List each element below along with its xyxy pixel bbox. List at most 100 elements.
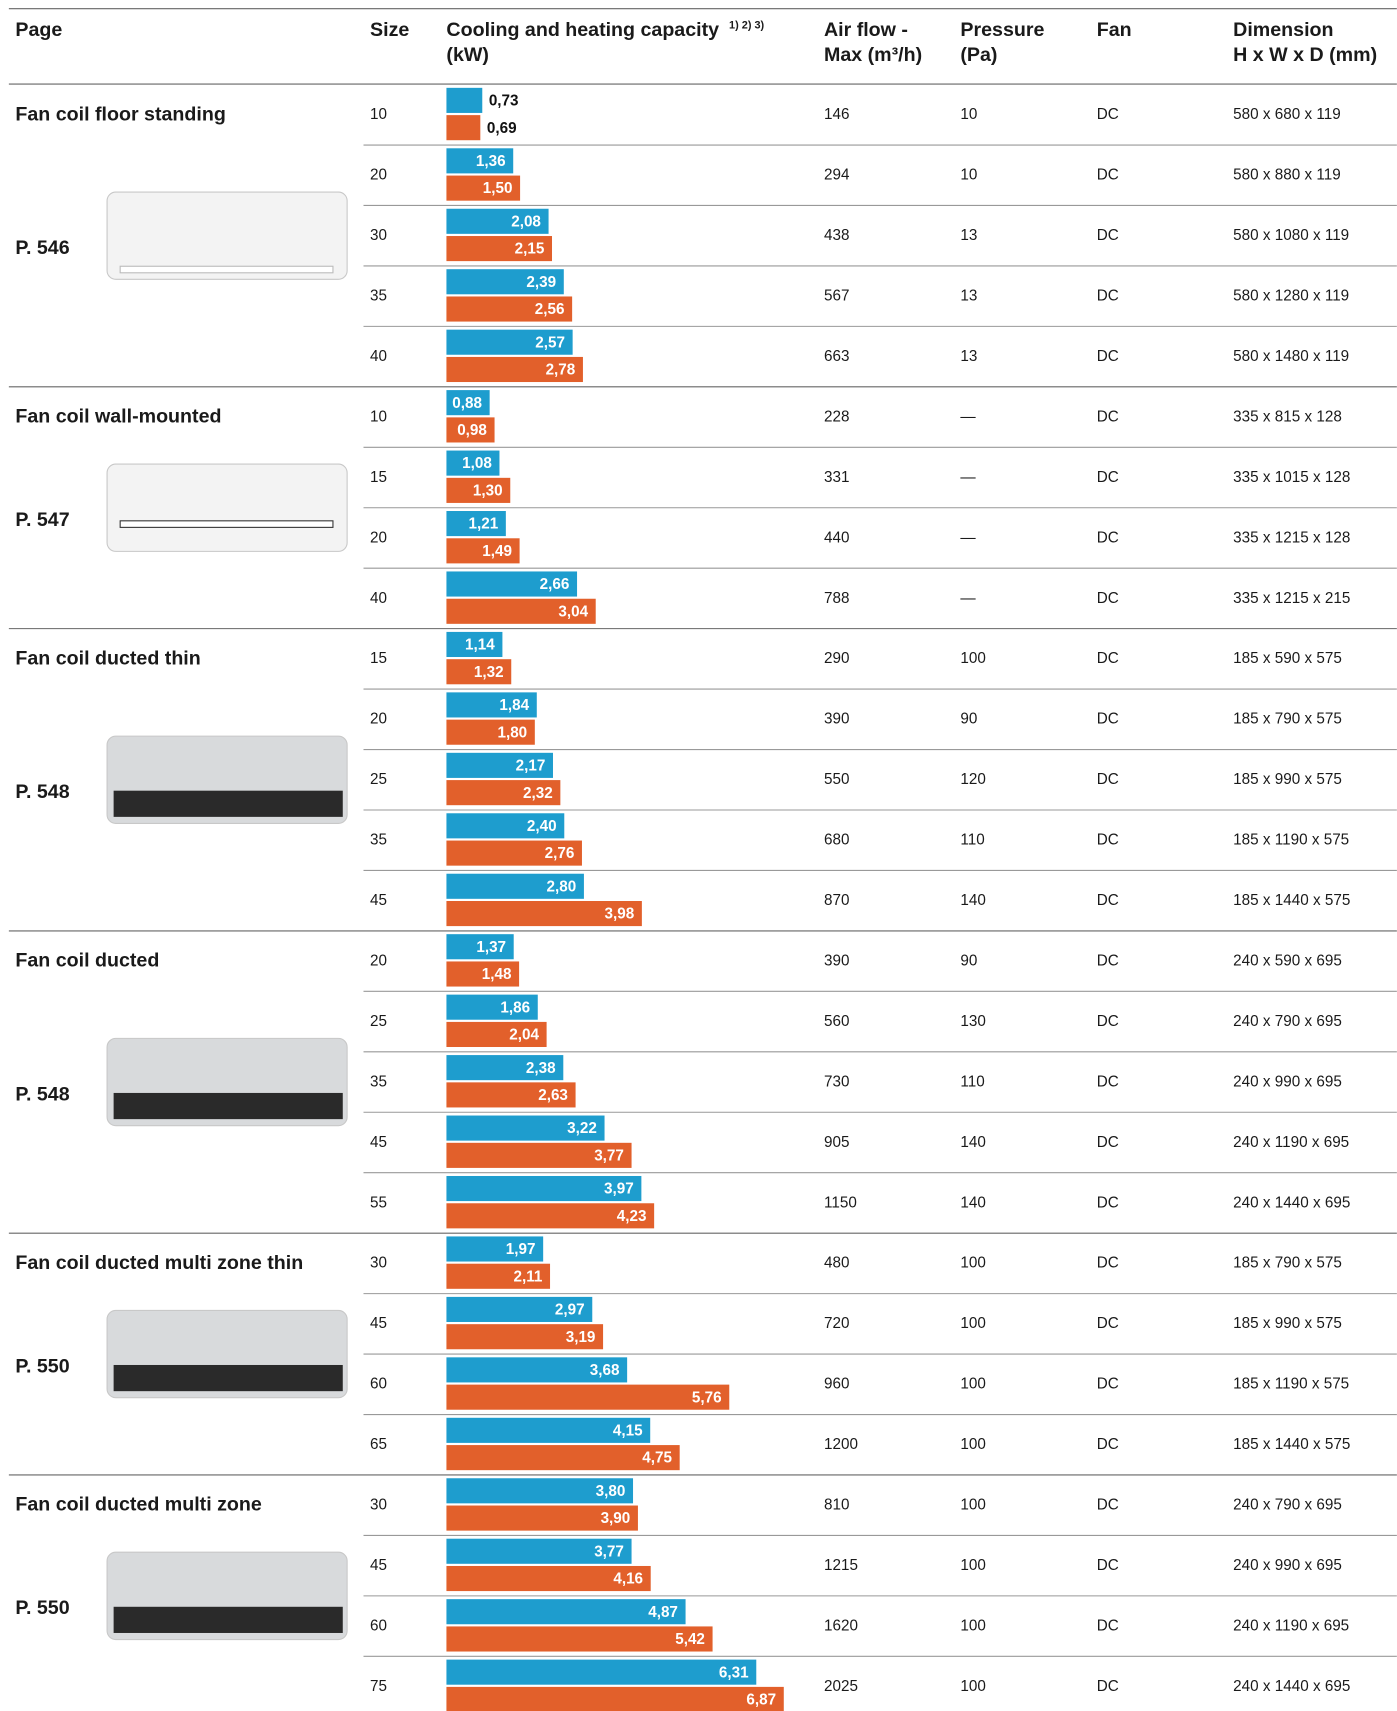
cooling-bar — [446, 450, 500, 476]
page-ref: P. 548 — [15, 781, 69, 803]
pressure: 140 — [960, 1134, 985, 1151]
cooling-label: 3,77 — [594, 1543, 624, 1560]
pressure: — — [960, 408, 976, 425]
heating-label: 3,04 — [558, 603, 588, 620]
heating-bar — [446, 417, 495, 443]
airflow: 390 — [824, 952, 849, 969]
group-name: Fan coil ducted multi zone — [15, 1494, 262, 1516]
airflow: 870 — [824, 892, 849, 909]
cooling-label: 1,08 — [462, 455, 492, 472]
cooling-label: 2,80 — [547, 878, 577, 895]
size: 45 — [370, 1315, 387, 1332]
airflow: 294 — [824, 167, 850, 184]
heating-bar — [446, 1505, 638, 1531]
dimension: 240 x 990 x 695 — [1233, 1557, 1342, 1574]
fan: DC — [1097, 1557, 1119, 1574]
heating-label: 1,49 — [482, 543, 512, 560]
header: Size — [370, 19, 409, 41]
pressure: 140 — [960, 1194, 985, 1211]
size: 60 — [370, 1376, 387, 1393]
dimension: 580 x 680 x 119 — [1233, 106, 1341, 123]
dimension: 580 x 1080 x 119 — [1233, 227, 1349, 244]
heating-label: 3,77 — [594, 1147, 624, 1164]
cooling-label: 3,97 — [604, 1181, 634, 1198]
fan: DC — [1097, 1436, 1119, 1453]
airflow: 290 — [824, 650, 849, 667]
heating-label: 3,90 — [601, 1510, 631, 1527]
cooling-bar — [446, 87, 483, 113]
size: 75 — [370, 1678, 387, 1695]
size: 10 — [370, 408, 387, 425]
cooling-bar — [446, 994, 538, 1020]
cooling-label: 1,21 — [468, 516, 498, 533]
size: 35 — [370, 832, 387, 849]
cooling-bar — [446, 208, 549, 234]
product-face — [113, 1364, 343, 1392]
dimension: 335 x 815 x 128 — [1233, 408, 1342, 425]
heating-label: 1,32 — [474, 664, 504, 681]
airflow: 331 — [824, 469, 849, 486]
pressure: 100 — [960, 1255, 985, 1272]
cooling-bar — [446, 329, 573, 355]
pressure: 120 — [960, 771, 985, 788]
fan: DC — [1097, 771, 1119, 788]
fan: DC — [1097, 1073, 1119, 1090]
header: Fan — [1097, 19, 1132, 41]
cooling-label: 1,84 — [499, 697, 529, 714]
cooling-label: 4,87 — [648, 1604, 678, 1621]
fan: DC — [1097, 1194, 1119, 1211]
pressure: 13 — [960, 288, 977, 305]
airflow: 560 — [824, 1013, 849, 1030]
cooling-bar — [446, 511, 506, 537]
heating-label: 4,16 — [613, 1571, 643, 1588]
group-name: Fan coil floor standing — [15, 103, 225, 125]
heating-label: 0,98 — [457, 422, 487, 439]
heating-bar — [446, 356, 583, 383]
fan: DC — [1097, 529, 1119, 546]
cooling-label: 2,57 — [535, 334, 565, 351]
heating-label: 2,11 — [514, 1268, 543, 1285]
fan: DC — [1097, 832, 1119, 849]
cooling-bar — [446, 1599, 686, 1625]
heating-bar — [446, 719, 535, 745]
cooling-label: 1,14 — [465, 637, 495, 654]
dimension: 240 x 590 x 695 — [1233, 952, 1342, 969]
heating-label: 6,87 — [746, 1692, 776, 1709]
heating-bar — [446, 1263, 551, 1289]
cooling-label: 2,38 — [526, 1060, 556, 1077]
pressure: 100 — [960, 1376, 985, 1393]
size: 10 — [370, 106, 387, 123]
heating-label: 1,48 — [482, 966, 512, 983]
dimension: 185 x 1190 x 575 — [1233, 832, 1349, 849]
heating-bar — [446, 1203, 655, 1229]
size: 20 — [370, 711, 387, 728]
cooling-bar — [446, 1538, 632, 1564]
header: Pressure — [960, 19, 1044, 41]
header-note: 1) 2) 3) — [729, 19, 765, 31]
dimension: 335 x 1215 x 215 — [1233, 590, 1350, 607]
size: 60 — [370, 1617, 387, 1634]
cooling-bar — [446, 1175, 642, 1202]
airflow: 810 — [824, 1497, 849, 1514]
fan: DC — [1097, 1678, 1119, 1695]
page-ref: P. 550 — [15, 1355, 69, 1377]
heating-label: 2,56 — [535, 301, 565, 318]
cooling-bar — [446, 631, 503, 658]
dimension: 185 x 590 x 575 — [1233, 650, 1342, 667]
pressure: 10 — [960, 106, 977, 123]
dimension: 240 x 1440 x 695 — [1233, 1678, 1350, 1695]
size: 20 — [370, 952, 387, 969]
heating-label: 2,04 — [509, 1027, 539, 1044]
dimension: 580 x 1280 x 119 — [1233, 288, 1349, 305]
heating-bar — [446, 538, 520, 564]
pressure: 100 — [960, 1557, 985, 1574]
dimension: 185 x 990 x 575 — [1233, 1315, 1342, 1332]
airflow: 730 — [824, 1073, 849, 1090]
fan: DC — [1097, 106, 1119, 123]
pressure: 90 — [960, 711, 977, 728]
airflow: 680 — [824, 832, 849, 849]
cooling-label: 0,73 — [489, 93, 519, 110]
airflow: 438 — [824, 227, 849, 244]
group-name: Fan coil ducted multi zone thin — [15, 1252, 303, 1274]
